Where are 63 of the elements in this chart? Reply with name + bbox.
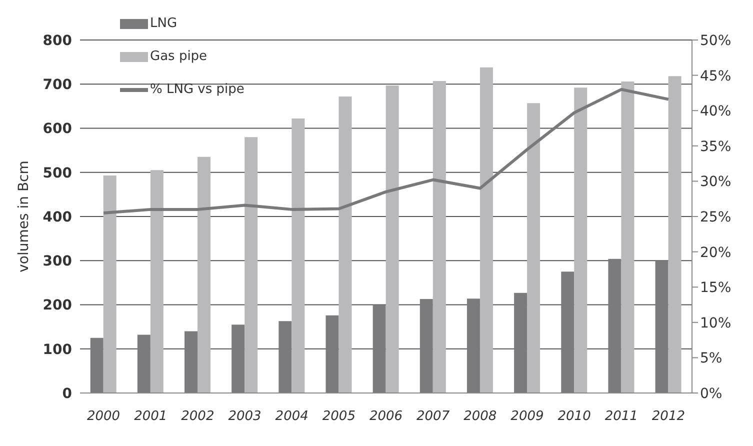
x-tick-label: 2000 <box>86 409 120 424</box>
y-tick-label: 500 <box>42 165 72 182</box>
bar <box>278 321 292 393</box>
bar <box>292 118 305 393</box>
y-tick-label: 0 <box>62 386 72 402</box>
x-tick-label: 2001 <box>134 409 168 424</box>
y2-tick-label: 5% <box>700 350 722 367</box>
bar <box>655 260 668 393</box>
y2-tick-label: 15% <box>700 280 732 296</box>
legend-label: LNG <box>150 16 178 31</box>
bar <box>338 96 352 393</box>
bar <box>527 103 540 393</box>
bar <box>480 67 493 393</box>
x-tick-label: 2007 <box>416 409 450 424</box>
bar <box>150 170 164 393</box>
y2-tick-label: 50% <box>700 32 732 49</box>
bar <box>621 81 634 393</box>
y2-tick-label: 45% <box>700 68 732 84</box>
y2-tick-label: 25% <box>700 209 732 226</box>
y2-tick-label: 30% <box>700 174 732 190</box>
x-tick-label: 2004 <box>275 409 308 424</box>
bar <box>137 334 150 393</box>
x-tick-label: 2009 <box>510 409 544 424</box>
bar <box>608 258 622 393</box>
bar <box>103 175 116 393</box>
y2-tick-label: 40% <box>700 104 732 120</box>
y2-tick-label: 35% <box>700 138 732 155</box>
x-tick-label: 2010 <box>558 409 591 424</box>
bar <box>90 338 104 393</box>
y2-tick-label: 10% <box>700 315 732 332</box>
y-tick-label: 200 <box>42 298 72 314</box>
bar <box>561 272 574 393</box>
y-tick-label: 100 <box>42 342 72 358</box>
x-tick-label: 2005 <box>322 409 356 424</box>
bar <box>574 88 588 393</box>
bar <box>668 76 682 393</box>
y2-tick-label: 0% <box>700 386 722 402</box>
bar <box>386 85 399 393</box>
legend-label: Gas pipe <box>150 49 208 64</box>
bar <box>232 324 245 393</box>
bar <box>244 137 258 393</box>
x-tick-label: 2011 <box>604 409 638 424</box>
x-tick-label: 2008 <box>464 409 497 424</box>
y-tick-label: 400 <box>42 209 72 226</box>
bar <box>372 304 386 393</box>
bar <box>184 331 198 393</box>
y-axis-title: volumes in Bcm <box>16 160 32 272</box>
bar <box>466 298 480 393</box>
y2-tick-label: 20% <box>700 244 732 261</box>
legend-label: % LNG vs pipe <box>150 82 244 97</box>
y-tick-label: 300 <box>42 254 72 270</box>
x-tick-label: 2003 <box>228 409 262 424</box>
x-tick-label: 2006 <box>369 409 403 424</box>
bar <box>514 292 528 393</box>
x-tick-label: 2012 <box>652 409 686 424</box>
bar <box>326 315 339 393</box>
y-tick-label: 600 <box>42 121 72 138</box>
y-tick-label: 800 <box>42 32 72 49</box>
bar <box>420 299 433 393</box>
bar <box>198 156 211 393</box>
bar <box>432 81 446 393</box>
y-tick-label: 700 <box>42 77 72 94</box>
x-tick-label: 2002 <box>181 409 214 424</box>
